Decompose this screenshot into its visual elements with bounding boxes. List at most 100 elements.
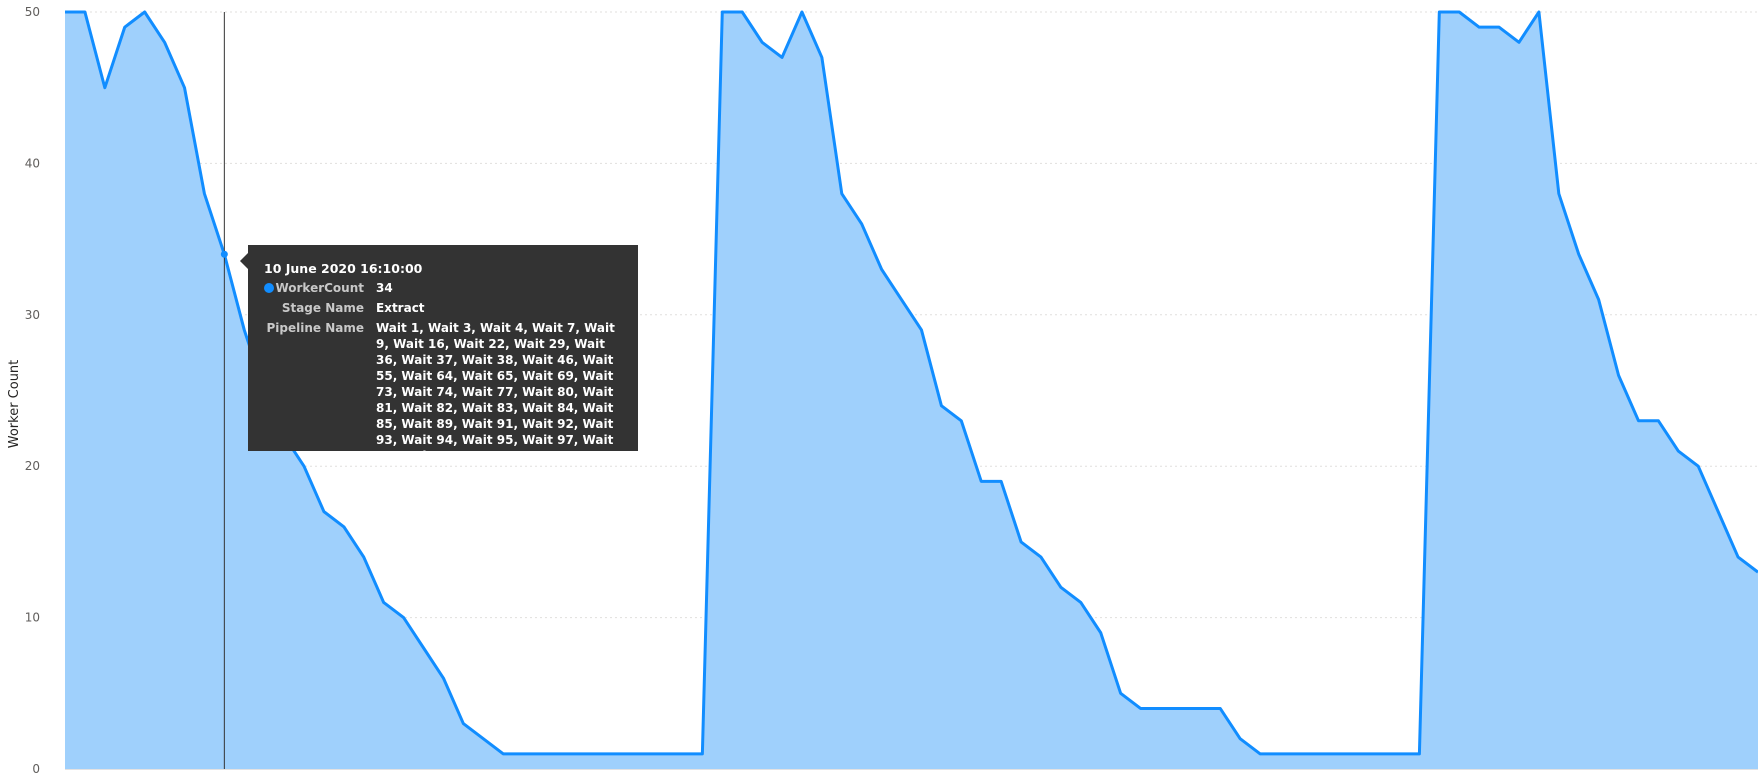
- tooltip-row-workercount: WorkerCount 34: [264, 280, 624, 296]
- y-tick-label: 0: [32, 762, 40, 775]
- data-point[interactable]: [420, 644, 428, 652]
- data-point[interactable]: [1057, 583, 1065, 591]
- data-point[interactable]: [1654, 417, 1662, 425]
- data-point[interactable]: [1356, 750, 1364, 758]
- data-point[interactable]: [141, 8, 149, 16]
- data-point[interactable]: [1336, 750, 1344, 758]
- data-point[interactable]: [957, 417, 965, 425]
- data-point[interactable]: [619, 750, 627, 758]
- data-point[interactable]: [1415, 750, 1423, 758]
- data-point[interactable]: [61, 8, 69, 16]
- y-tick-label: 10: [25, 611, 40, 625]
- data-point[interactable]: [340, 523, 348, 531]
- data-point[interactable]: [1017, 538, 1025, 546]
- y-tick-label: 30: [25, 308, 40, 322]
- data-point[interactable]: [599, 750, 607, 758]
- data-point[interactable]: [1097, 629, 1105, 637]
- data-point[interactable]: [1196, 704, 1204, 712]
- data-point[interactable]: [499, 750, 507, 758]
- data-point[interactable]: [519, 750, 527, 758]
- data-point[interactable]: [121, 23, 129, 31]
- data-point[interactable]: [400, 614, 408, 622]
- data-point[interactable]: [1734, 553, 1742, 561]
- data-point[interactable]: [1176, 704, 1184, 712]
- tooltip-pipeline-value: Wait 1, Wait 3, Wait 4, Wait 7, Wait 9, …: [376, 321, 615, 463]
- data-point[interactable]: [380, 598, 388, 606]
- worker-count-line[interactable]: [65, 10, 1758, 756]
- data-point[interactable]: [1595, 296, 1603, 304]
- data-point[interactable]: [1316, 750, 1324, 758]
- data-point[interactable]: [220, 250, 228, 258]
- data-point[interactable]: [639, 750, 647, 758]
- y-tick-label: 50: [25, 5, 40, 19]
- data-point[interactable]: [1236, 735, 1244, 743]
- data-point[interactable]: [659, 750, 667, 758]
- data-point[interactable]: [977, 477, 985, 485]
- data-point[interactable]: [1077, 598, 1085, 606]
- data-point[interactable]: [758, 38, 766, 46]
- data-point[interactable]: [1376, 750, 1384, 758]
- data-point[interactable]: [1535, 8, 1543, 16]
- data-point[interactable]: [459, 720, 467, 728]
- data-point[interactable]: [1156, 704, 1164, 712]
- data-point[interactable]: [678, 750, 686, 758]
- data-point[interactable]: [1634, 417, 1642, 425]
- data-point[interactable]: [81, 8, 89, 16]
- data-point[interactable]: [1714, 508, 1722, 516]
- data-point[interactable]: [858, 220, 866, 228]
- data-point[interactable]: [1037, 553, 1045, 561]
- data-point[interactable]: [1256, 750, 1264, 758]
- data-point[interactable]: [1674, 447, 1682, 455]
- data-point[interactable]: [1694, 462, 1702, 470]
- data-point[interactable]: [838, 190, 846, 198]
- data-point[interactable]: [917, 326, 925, 334]
- data-point[interactable]: [1575, 250, 1583, 258]
- data-point[interactable]: [818, 53, 826, 61]
- data-point[interactable]: [937, 402, 945, 410]
- data-point[interactable]: [718, 8, 726, 16]
- data-point[interactable]: [1296, 750, 1304, 758]
- data-point[interactable]: [181, 84, 189, 92]
- data-point[interactable]: [1455, 8, 1463, 16]
- tooltip-row-stage: Stage Name Extract: [264, 300, 624, 316]
- data-point[interactable]: [698, 750, 706, 758]
- y-tick-label: 40: [25, 156, 40, 170]
- data-point[interactable]: [1276, 750, 1284, 758]
- series-color-dot-icon: [264, 283, 274, 293]
- data-point[interactable]: [1117, 689, 1125, 697]
- data-point[interactable]: [1216, 704, 1224, 712]
- data-point[interactable]: [1555, 190, 1563, 198]
- tooltip-series-value: 34: [376, 281, 393, 295]
- tooltip-title: 10 June 2020 16:10:00: [264, 261, 423, 276]
- data-point[interactable]: [738, 8, 746, 16]
- data-point[interactable]: [798, 8, 806, 16]
- tooltip-stage-value: Extract: [376, 301, 425, 315]
- data-point[interactable]: [1515, 38, 1523, 46]
- tooltip-pipeline-label: Pipeline Name: [266, 321, 364, 335]
- data-point[interactable]: [360, 553, 368, 561]
- data-point[interactable]: [1435, 8, 1443, 16]
- data-point[interactable]: [161, 38, 169, 46]
- data-point[interactable]: [101, 84, 109, 92]
- data-point[interactable]: [778, 53, 786, 61]
- data-point[interactable]: [1475, 23, 1483, 31]
- data-point[interactable]: [479, 735, 487, 743]
- data-point[interactable]: [898, 296, 906, 304]
- data-point[interactable]: [1495, 23, 1503, 31]
- data-point[interactable]: [320, 508, 328, 516]
- data-point[interactable]: [878, 265, 886, 273]
- data-point[interactable]: [1615, 371, 1623, 379]
- data-point[interactable]: [997, 477, 1005, 485]
- y-axis-ticks: 0 10 20 30 40 50: [25, 5, 40, 775]
- data-point[interactable]: [1395, 750, 1403, 758]
- data-point[interactable]: [200, 190, 208, 198]
- data-point[interactable]: [439, 674, 447, 682]
- hover-point: [220, 250, 228, 258]
- data-point[interactable]: [539, 750, 547, 758]
- worker-count-area-fill: [65, 12, 1758, 769]
- tooltip-series-label: WorkerCount: [275, 281, 364, 295]
- data-point[interactable]: [579, 750, 587, 758]
- data-point[interactable]: [1137, 704, 1145, 712]
- data-point[interactable]: [559, 750, 567, 758]
